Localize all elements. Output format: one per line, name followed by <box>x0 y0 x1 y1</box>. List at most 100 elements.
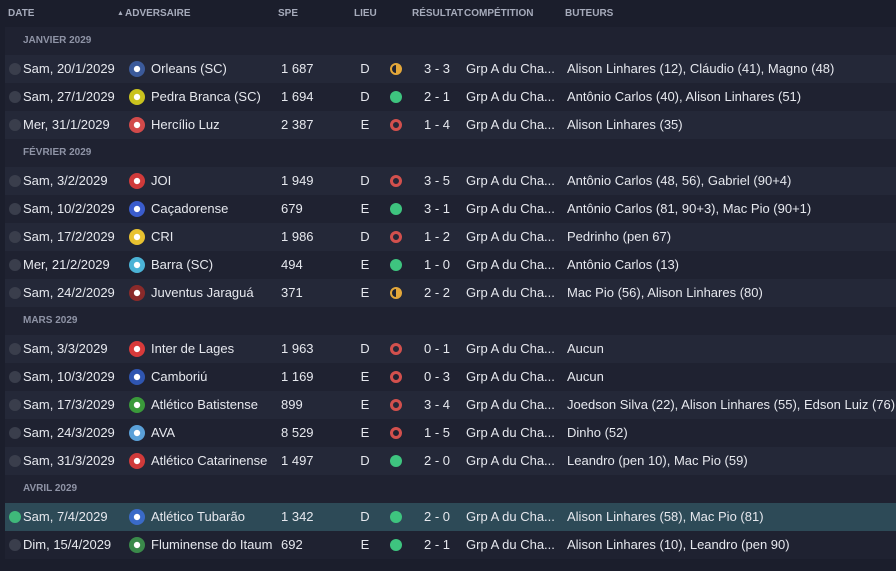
opponent-link[interactable]: AVA <box>151 425 176 440</box>
venue: D <box>360 453 370 468</box>
score[interactable]: 2 - 1 <box>423 89 450 104</box>
opponent-link[interactable]: Atlético Catarinense <box>151 453 268 468</box>
header-scorers[interactable]: BUTEURS <box>565 8 614 19</box>
table-row[interactable]: Sam, 24/3/2029 AVA 8 529 E 1 - 5 Grp A du Cha… <box>5 419 896 447</box>
score[interactable]: 1 - 2 <box>423 229 450 244</box>
score[interactable]: 3 - 1 <box>423 201 450 216</box>
table-row[interactable]: Sam, 3/3/2029 Inter de Lages 1 963 D 0 - 1 Gr… <box>5 335 896 363</box>
match-date: Sam, 31/3/2029 <box>23 453 115 468</box>
table-row[interactable]: Sam, 20/1/2029 Orleans (SC) 1 687 D 3 - 3 Grp… <box>5 55 896 83</box>
table-row[interactable]: Sam, 7/4/2029 Atlético Tubarão 1 342 D 2 - 0… <box>5 503 896 531</box>
table-row[interactable]: Sam, 17/3/2029 Atlético Batistense 899 E 3 -… <box>5 391 896 419</box>
competition-link[interactable]: Grp A du Cha... <box>466 341 555 356</box>
match-date: Dim, 15/4/2029 <box>23 537 112 552</box>
venue: E <box>360 201 370 216</box>
table-row[interactable]: Sam, 17/2/2029 CRI 1 986 D 1 - 2 Grp A du Cha… <box>5 223 896 251</box>
opponent-link[interactable]: Fluminense do Itaum <box>151 537 273 552</box>
competition-link[interactable]: Grp A du Cha... <box>466 201 555 216</box>
table-row[interactable]: Sam, 10/2/2029 Caçadorense 679 E 3 - 1 Grp A … <box>5 195 896 223</box>
competition-link[interactable]: Grp A du Cha... <box>466 369 555 384</box>
score[interactable]: 0 - 3 <box>423 369 450 384</box>
score[interactable]: 3 - 3 <box>423 61 450 76</box>
check-icon <box>9 63 21 75</box>
score[interactable]: 2 - 1 <box>423 537 450 552</box>
match-date: Mer, 31/1/2029 <box>23 117 110 132</box>
venue: E <box>360 257 370 272</box>
venue: E <box>360 285 370 300</box>
header-opponent[interactable]: ADVERSAIRE <box>125 8 191 19</box>
score[interactable]: 3 - 5 <box>423 173 450 188</box>
match-date: Sam, 24/3/2029 <box>23 425 115 440</box>
team-crest-icon <box>129 397 145 413</box>
score[interactable]: 2 - 2 <box>423 285 450 300</box>
header-spe[interactable]: SPE <box>278 8 299 19</box>
score[interactable]: 0 - 1 <box>423 341 450 356</box>
opponent-link[interactable]: CRI <box>151 229 174 244</box>
team-crest-icon <box>129 369 145 385</box>
table-row[interactable]: Sam, 10/3/2029 Camboriú 1 169 E 0 - 3 Grp A d… <box>5 363 896 391</box>
opponent-link[interactable]: Caçadorense <box>151 201 229 216</box>
win-result-icon <box>390 539 402 551</box>
opponent-link[interactable]: Camboriú <box>151 369 208 384</box>
opponent-link[interactable]: Barra (SC) <box>151 257 214 272</box>
header-venue[interactable]: LIEU <box>354 8 377 19</box>
team-crest-icon <box>129 537 145 553</box>
opponent-link[interactable]: Atlético Batistense <box>151 397 258 412</box>
scorers: Pedrinho (pen 67) <box>567 229 672 244</box>
scorers: Mac Pio (56), Alison Linhares (80) <box>567 285 763 300</box>
opponent-link[interactable]: Pedra Branca (SC) <box>151 89 261 104</box>
competition-link[interactable]: Grp A du Cha... <box>466 537 555 552</box>
scorers: Leandro (pen 10), Mac Pio (59) <box>567 453 748 468</box>
competition-link[interactable]: Grp A du Cha... <box>466 453 555 468</box>
venue: D <box>360 173 370 188</box>
score[interactable]: 1 - 4 <box>423 117 450 132</box>
table-row[interactable]: Mer, 31/1/2029 Hercílio Luz 2 387 E 1 - 4 Grp… <box>5 111 896 139</box>
score[interactable]: 2 - 0 <box>423 453 450 468</box>
opponent-link[interactable]: Inter de Lages <box>151 341 235 356</box>
header-date[interactable]: DATE <box>8 8 35 19</box>
score[interactable]: 3 - 4 <box>423 397 450 412</box>
table-row[interactable]: Sam, 3/2/2029 JOI 1 949 D 3 - 5 Grp A du Cha.… <box>5 167 896 195</box>
competition-link[interactable]: Grp A du Cha... <box>466 257 555 272</box>
competition-link[interactable]: Grp A du Cha... <box>466 173 555 188</box>
opponent-link[interactable]: JOI <box>151 173 172 188</box>
team-crest-icon <box>129 173 145 189</box>
competition-link[interactable]: Grp A du Cha... <box>466 89 555 104</box>
table-row[interactable]: Dim, 15/4/2029 Fluminense do Itaum 692 E 2 -… <box>5 531 896 559</box>
spectators: 1 342 <box>281 509 314 524</box>
opponent-link[interactable]: Juventus Jaraguá <box>151 285 254 300</box>
competition-link[interactable]: Grp A du Cha... <box>466 229 555 244</box>
loss-result-icon <box>390 371 402 383</box>
competition-link[interactable]: Grp A du Cha... <box>466 509 555 524</box>
header-competition[interactable]: COMPÉTITION <box>464 8 534 19</box>
loss-result-icon <box>390 175 402 187</box>
spectators: 1 169 <box>281 369 314 384</box>
check-icon <box>9 203 21 215</box>
opponent-link[interactable]: Atlético Tubarão <box>151 509 245 524</box>
table-row[interactable]: Mer, 21/2/2029 Barra (SC) 494 E 1 - 0 Grp A d… <box>5 251 896 279</box>
competition-link[interactable]: Grp A du Cha... <box>466 285 555 300</box>
venue: D <box>360 509 370 524</box>
score[interactable]: 1 - 5 <box>423 425 450 440</box>
table-row[interactable]: Sam, 31/3/2029 Atlético Catarinense 1 497 D… <box>5 447 896 475</box>
table-row[interactable]: Sam, 24/2/2029 Juventus Jaraguá 371 E 2 - 2 G… <box>5 279 896 307</box>
header-result[interactable]: RÉSULTAT <box>412 8 464 19</box>
score[interactable]: 1 - 0 <box>423 257 450 272</box>
venue: D <box>360 341 370 356</box>
competition-link[interactable]: Grp A du Cha... <box>466 397 555 412</box>
opponent-link[interactable]: Orleans (SC) <box>151 61 227 76</box>
score[interactable]: 2 - 0 <box>423 509 450 524</box>
scorers: Antônio Carlos (48, 56), Gabriel (90+4) <box>567 173 792 188</box>
competition-link[interactable]: Grp A du Cha... <box>466 425 555 440</box>
team-crest-icon <box>129 341 145 357</box>
scorers: Alison Linhares (10), Leandro (pen 90) <box>567 537 790 552</box>
opponent-link[interactable]: Hercílio Luz <box>151 117 220 132</box>
table-row[interactable]: Sam, 27/1/2029 Pedra Branca (SC) 1 694 D 2 -… <box>5 83 896 111</box>
team-crest-icon <box>129 257 145 273</box>
competition-link[interactable]: Grp A du Cha... <box>466 61 555 76</box>
competition-link[interactable]: Grp A du Cha... <box>466 117 555 132</box>
spectators: 371 <box>281 285 303 300</box>
loss-result-icon <box>390 343 402 355</box>
loss-result-icon <box>390 119 402 131</box>
win-result-icon <box>390 511 402 523</box>
